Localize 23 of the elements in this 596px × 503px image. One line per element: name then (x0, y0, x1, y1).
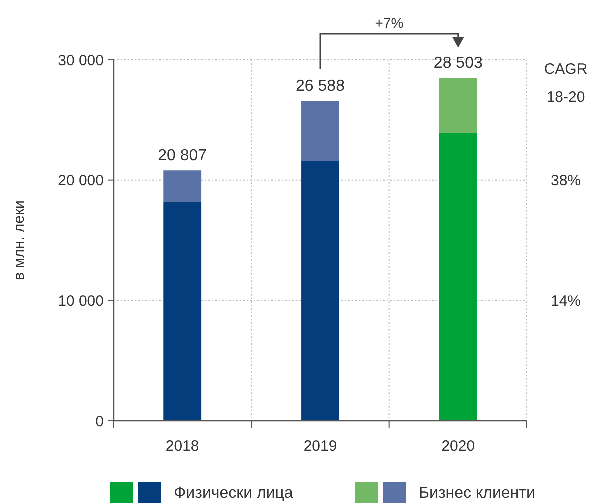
text: +7% (375, 15, 404, 31)
y-tick-label: 20 000 (58, 172, 104, 190)
legend-label: Физически лица (174, 485, 294, 502)
text: CAGR 18-20 (544, 61, 588, 106)
y-axis-title: в млн. леки (11, 200, 28, 280)
bar (164, 202, 202, 421)
x-tick-label: 2018 (166, 438, 200, 455)
x-tick-label: 2020 (442, 438, 476, 455)
total-label: 20 807 (158, 148, 208, 165)
total-label: 26 588 (296, 78, 346, 96)
text: 14% (550, 292, 582, 310)
bar (302, 101, 340, 162)
legend-label: Бизнес клиенти (419, 485, 536, 502)
y-tick-label: 10 000 (58, 292, 104, 310)
bar (439, 78, 478, 134)
total-label: 28 503 (434, 55, 483, 72)
x-tick-label: 2019 (304, 438, 338, 455)
y-tick-label: 30 000 (58, 52, 104, 70)
bar (164, 170, 202, 202)
bar (439, 133, 478, 421)
text: 38% (550, 172, 582, 190)
y-tick-label: 0 (96, 413, 104, 430)
bar (302, 161, 340, 421)
